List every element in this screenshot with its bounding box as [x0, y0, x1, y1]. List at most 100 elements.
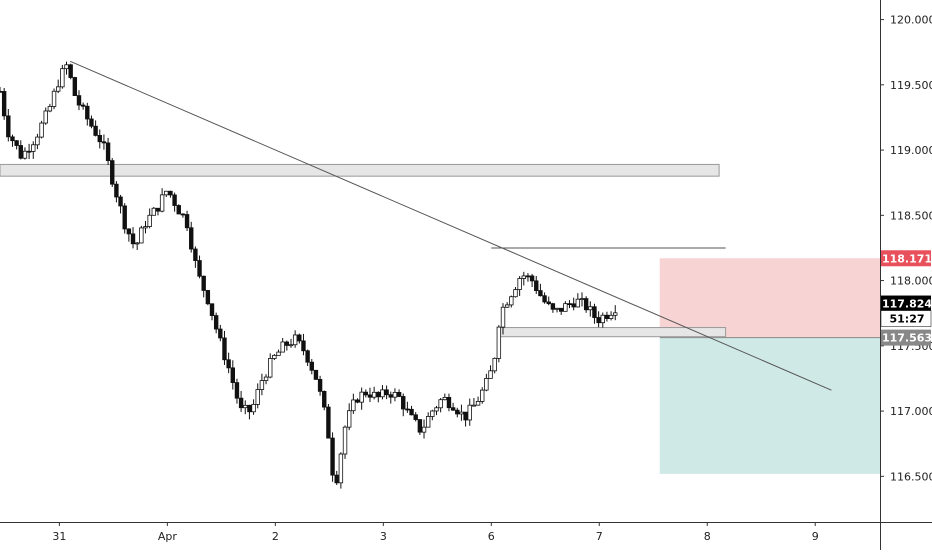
candle-bull [251, 403, 256, 413]
candle-bull [421, 426, 427, 433]
candle-bear [284, 341, 290, 346]
candle-bull [554, 307, 560, 310]
candle-bull [288, 344, 294, 347]
candle-bull [35, 136, 40, 146]
candle-bull [488, 370, 493, 379]
x-tick-label: 2 [272, 530, 279, 543]
x-tick-label: 31 [52, 530, 66, 543]
candle-bear [6, 115, 11, 138]
trendline [69, 60, 832, 391]
candle-bear [0, 90, 3, 93]
position-tool[interactable] [659, 258, 880, 474]
candle-bear [80, 104, 86, 107]
candle-bear [409, 408, 414, 416]
candle-bull [579, 298, 585, 300]
candle-bear [172, 194, 177, 206]
price-tag-label: 117.563 [882, 332, 932, 345]
candle-bull [492, 357, 497, 372]
candle-bull [371, 391, 377, 398]
price-tag-last [881, 295, 931, 312]
candle-bull [147, 214, 152, 227]
candle-bear [1, 91, 7, 117]
y-tick-label: 119.000 [890, 144, 932, 157]
candle-bear [413, 414, 418, 420]
candle-bull [425, 416, 431, 428]
candle-bear [550, 303, 556, 310]
candle-bear [313, 369, 319, 380]
candle-bear [18, 145, 23, 159]
candle-bear [26, 150, 32, 153]
candle-bear [538, 290, 543, 297]
candle-bull [521, 275, 526, 279]
candle-bear [542, 295, 547, 303]
y-tick-label: 118.500 [890, 209, 932, 222]
candle-bear [450, 407, 456, 411]
y-tick-label: 119.500 [890, 79, 932, 92]
candle-bear [110, 160, 115, 185]
price-tags: 118.171 117.824 51:27 117.563 [880, 250, 932, 346]
candle-bear [97, 135, 102, 143]
candle-bear [14, 140, 19, 146]
candle-bull [467, 404, 472, 421]
candle-bull [434, 407, 439, 412]
candle-bull [31, 144, 36, 152]
candle-bull [504, 304, 510, 308]
candle-bull [268, 358, 273, 378]
candle-bear [184, 214, 190, 229]
candle-bear [604, 314, 610, 319]
candle-bull [496, 326, 502, 359]
candle-bull [272, 354, 277, 359]
horizontal-zones[interactable] [0, 163, 727, 338]
candle-bull [608, 314, 614, 319]
candle-bear [326, 406, 331, 439]
candle-bear [85, 105, 90, 120]
candle-bull [280, 341, 285, 353]
candle-bull [47, 106, 53, 112]
candle-bull [563, 303, 568, 312]
candle-bull [43, 110, 48, 124]
candle-bear [197, 260, 202, 277]
candles [0, 61, 618, 489]
candle-bull [480, 389, 485, 402]
candle-bull [255, 389, 260, 405]
candle-bull [459, 411, 464, 415]
candle-bear [396, 391, 402, 397]
candle-bear [559, 307, 564, 312]
candle-bear [126, 228, 132, 235]
candle-bear [363, 391, 369, 396]
support-zone [497, 327, 727, 338]
candle-bear [168, 190, 173, 196]
candle-bear [301, 340, 306, 352]
candle-bull [338, 453, 344, 484]
candle-bear [322, 390, 327, 408]
candle-bear [130, 233, 136, 245]
candle-bear [193, 248, 198, 261]
candle-bear [10, 136, 15, 142]
candle-bull [613, 312, 618, 316]
candle-bull [143, 226, 148, 229]
resistance-zone [0, 163, 720, 177]
candle-bear [180, 213, 186, 216]
candle-bear [317, 378, 323, 392]
candle-bear [297, 334, 302, 342]
candle-bull [380, 389, 385, 398]
candle-bear [546, 301, 551, 305]
candle-bear [218, 328, 223, 339]
candle-bear [529, 275, 535, 282]
drawing-lines[interactable] [69, 60, 832, 391]
candle-bull [139, 227, 144, 244]
candle-bear [417, 419, 423, 433]
candle-bear [234, 382, 240, 399]
candle-bear [205, 290, 211, 305]
candle-bear [101, 141, 107, 144]
candle-bear [334, 474, 339, 484]
candle-bull [513, 289, 518, 298]
candle-bull [475, 401, 481, 406]
x-tick-label: 8 [704, 530, 711, 543]
candle-bear [89, 118, 94, 127]
candle-bear [367, 394, 373, 398]
candle-bear [309, 361, 314, 371]
